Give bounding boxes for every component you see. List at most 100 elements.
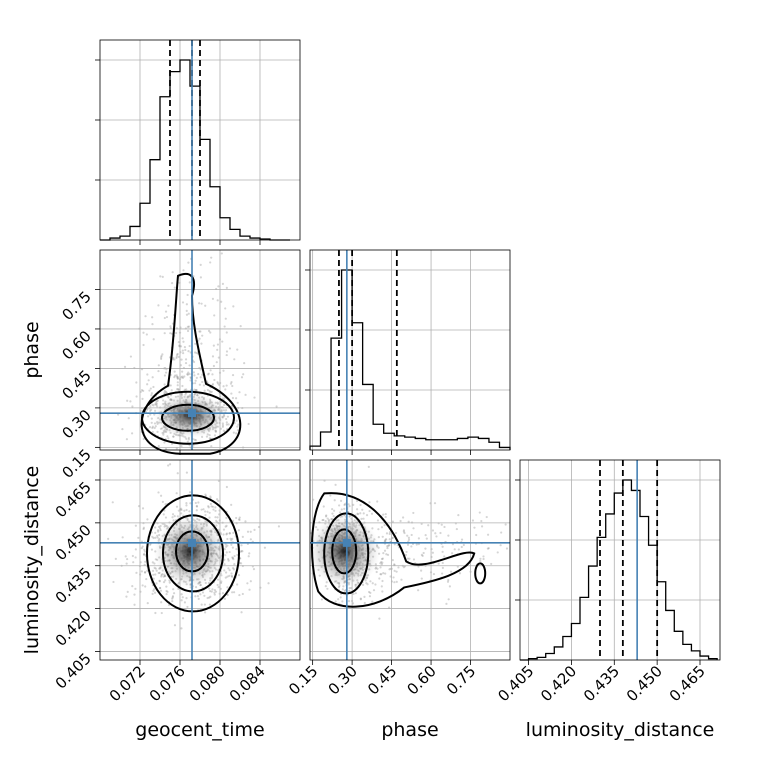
sample-point	[201, 380, 204, 384]
sample-point	[152, 589, 155, 592]
sample-point	[225, 384, 228, 387]
sample-point	[169, 325, 172, 328]
y-tick-label: 0.45	[58, 367, 94, 403]
sample-point	[153, 566, 156, 569]
sample-point	[215, 498, 219, 501]
x-tick-label: 0.15	[285, 662, 321, 698]
sample-point	[226, 544, 229, 547]
sample-point	[217, 499, 220, 502]
sample-point	[159, 527, 162, 530]
sample-point	[388, 531, 392, 534]
sample-point	[171, 513, 175, 516]
sample-point	[420, 553, 423, 556]
sample-point	[157, 530, 160, 533]
sample-point	[432, 572, 436, 576]
sample-point	[149, 413, 152, 416]
density-core	[154, 515, 226, 588]
panel-2d-density-5: 0.15 0.30 0.45 0.60 0.75	[285, 459, 511, 698]
sample-point	[407, 538, 411, 541]
sample-point	[175, 355, 178, 358]
sample-point	[164, 579, 167, 582]
sample-point	[225, 421, 228, 424]
sample-point	[183, 388, 187, 391]
sample-point	[214, 516, 217, 519]
sample-point	[388, 544, 391, 547]
sample-point	[189, 379, 192, 382]
sample-point	[155, 402, 158, 405]
sample-point	[160, 601, 163, 604]
sample-point	[252, 568, 256, 571]
sample-point	[216, 299, 219, 302]
sample-point	[378, 617, 381, 620]
sample-point	[185, 501, 188, 505]
sample-point	[412, 511, 415, 515]
sample-point	[181, 337, 184, 340]
sample-point	[460, 545, 463, 549]
sample-point	[362, 512, 365, 515]
sample-point	[368, 501, 371, 504]
sample-point	[478, 511, 481, 514]
sample-point	[198, 337, 201, 340]
histogram-step-geocent_time	[100, 59, 290, 241]
sample-point	[422, 551, 425, 555]
sample-point	[135, 381, 138, 384]
sample-point	[201, 334, 204, 337]
sample-point	[355, 499, 359, 503]
sample-point	[355, 508, 359, 511]
sample-point	[380, 563, 383, 566]
sample-point	[176, 377, 179, 380]
sample-point	[209, 369, 212, 372]
sample-point	[201, 591, 205, 594]
sample-point	[393, 581, 396, 584]
sample-point	[363, 601, 366, 605]
sample-point	[215, 361, 218, 364]
sample-point	[133, 593, 136, 596]
sample-point	[117, 413, 120, 416]
sample-point	[160, 354, 163, 358]
sample-point	[199, 276, 202, 279]
sample-point	[158, 580, 161, 583]
sample-point	[226, 415, 230, 418]
sample-point	[230, 543, 233, 546]
sample-point	[200, 508, 203, 511]
sample-point	[225, 286, 228, 290]
sample-point	[170, 281, 174, 285]
sample-point	[223, 597, 227, 600]
sample-point	[403, 531, 406, 535]
sample-point	[343, 503, 346, 507]
sample-point	[158, 579, 161, 582]
sample-point	[176, 515, 179, 518]
sample-point	[164, 310, 168, 313]
sample-point	[194, 439, 197, 442]
sample-point	[379, 566, 382, 569]
sample-point	[500, 531, 503, 534]
sample-point	[180, 599, 183, 602]
sample-point	[131, 432, 134, 435]
sample-point	[240, 376, 244, 379]
sample-point	[395, 570, 398, 573]
sample-point	[324, 585, 327, 588]
y-tick-label: 0.465	[52, 478, 95, 521]
sample-point	[201, 373, 204, 376]
sample-point	[144, 560, 147, 563]
sample-point	[212, 344, 215, 347]
x-tick-label: 0.076	[146, 662, 189, 705]
sample-point	[447, 534, 450, 537]
sample-point	[176, 384, 179, 387]
sample-point	[131, 585, 134, 588]
sample-point	[229, 382, 233, 385]
sample-point	[234, 397, 238, 400]
sample-point	[193, 438, 196, 441]
sample-point	[181, 375, 184, 378]
sample-point	[460, 538, 464, 541]
sample-point	[217, 356, 220, 359]
sample-point	[157, 571, 160, 575]
sample-point	[379, 573, 382, 576]
sample-point	[325, 514, 328, 517]
sample-point	[209, 502, 212, 506]
sample-point	[365, 582, 368, 585]
sample-point	[200, 302, 203, 305]
sample-point	[157, 444, 160, 448]
sample-point	[341, 588, 344, 591]
